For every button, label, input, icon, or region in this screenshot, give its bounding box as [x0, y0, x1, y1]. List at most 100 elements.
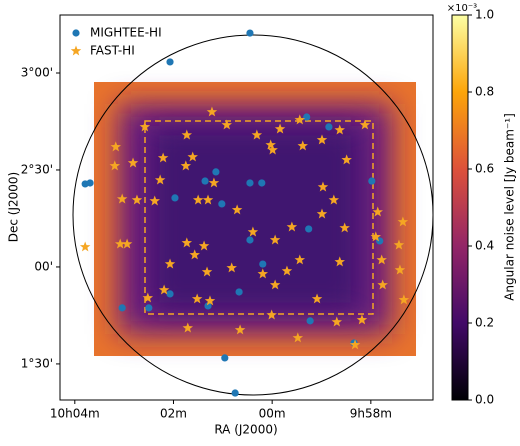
- star-point: [116, 193, 128, 204]
- circle-point: [218, 200, 226, 208]
- star-point: [266, 309, 277, 320]
- star-point: [349, 339, 361, 350]
- circle-point: [231, 389, 239, 397]
- circle-point: [303, 113, 311, 121]
- star-point: [269, 234, 281, 245]
- colorbar: [451, 14, 469, 401]
- x-tick-label: 02m: [160, 407, 187, 421]
- star-point: [158, 284, 170, 295]
- star-point: [198, 240, 210, 251]
- star-point: [204, 295, 216, 306]
- star-point: [181, 237, 193, 248]
- star-point: [182, 322, 194, 333]
- axes-frame: [59, 14, 434, 401]
- x-tick-label: 10h04m: [50, 407, 100, 421]
- star-point: [393, 239, 405, 250]
- star-point: [121, 238, 133, 249]
- circle-point: [72, 29, 80, 37]
- star-point: [334, 124, 345, 135]
- star-point: [316, 134, 328, 145]
- circle-point: [212, 168, 220, 176]
- star-point: [127, 157, 139, 168]
- circle-point: [246, 179, 254, 187]
- star-point: [341, 154, 352, 165]
- star-point: [377, 279, 388, 290]
- star-point: [191, 293, 203, 304]
- star-point: [328, 194, 340, 205]
- star-point: [376, 254, 387, 265]
- star-point: [356, 314, 368, 325]
- star-point: [372, 206, 383, 217]
- star-point: [234, 324, 246, 335]
- star-point: [394, 264, 406, 275]
- star-point: [269, 279, 281, 290]
- star-point: [142, 292, 154, 303]
- star-point: [231, 204, 243, 215]
- colorbar-exponent: ×10⁻³: [447, 3, 477, 14]
- star-point: [397, 216, 409, 227]
- star-point: [221, 119, 232, 130]
- fast-footprint: [144, 120, 374, 315]
- star-point: [257, 268, 269, 279]
- star-point: [292, 332, 304, 343]
- star-point: [294, 114, 306, 125]
- star-point: [79, 241, 91, 252]
- circle-point: [246, 236, 254, 244]
- star-point: [247, 226, 259, 237]
- circle-point: [235, 288, 243, 296]
- colorbar-tick-label: 0.4: [475, 239, 494, 253]
- star-point: [201, 266, 213, 277]
- colorbar-tick-label: 0.8: [475, 85, 494, 99]
- circle-point: [166, 58, 174, 66]
- star-point: [359, 119, 371, 130]
- star-point: [267, 144, 278, 155]
- circle-point: [204, 302, 212, 310]
- star-point: [109, 160, 120, 171]
- y-tick-label: 3°00': [21, 65, 53, 79]
- circle-point: [145, 304, 153, 312]
- star-point: [297, 140, 308, 151]
- colorbar-tick-label: 0.2: [475, 316, 494, 330]
- colorbar-label: Angular noise level [Jy beam⁻¹]: [503, 113, 517, 301]
- star-point: [180, 160, 192, 171]
- star-point: [265, 139, 276, 150]
- star-point: [164, 258, 176, 269]
- star-point: [370, 231, 381, 242]
- y-tick-label: 00': [34, 259, 53, 273]
- star-point: [181, 129, 193, 140]
- circle-point: [201, 177, 209, 185]
- star-point: [206, 106, 218, 117]
- circle-point: [221, 354, 229, 362]
- star-point: [157, 152, 169, 163]
- star-point: [339, 222, 350, 233]
- star-point: [226, 262, 237, 273]
- circle-point: [246, 29, 254, 37]
- star-point: [189, 249, 200, 260]
- colorbar-tick-label: 1.0: [475, 8, 494, 22]
- circle-point: [325, 123, 333, 131]
- circle-point: [306, 317, 314, 325]
- star-point: [187, 151, 198, 162]
- circle-point: [259, 260, 267, 268]
- star-point: [398, 294, 410, 305]
- y-tick-label: 2°30': [21, 162, 53, 176]
- colorbar-tick-label: 0.0: [475, 393, 494, 407]
- circle-point: [171, 194, 179, 202]
- star-point: [274, 123, 286, 134]
- star-point: [334, 256, 345, 267]
- x-tick-label: 00m: [259, 407, 286, 421]
- star-point: [311, 293, 323, 304]
- circle-point: [86, 179, 94, 187]
- star-point: [331, 316, 343, 327]
- star-point: [294, 254, 306, 265]
- star-point: [70, 45, 82, 56]
- star-point: [192, 194, 204, 205]
- star-point: [316, 208, 328, 219]
- circle-point: [305, 225, 313, 233]
- y-tick-label: 1°30': [21, 356, 53, 370]
- star-point: [286, 221, 298, 232]
- star-point: [154, 174, 166, 185]
- circle-point: [118, 304, 126, 312]
- y-axis-label: Dec (J2000): [7, 172, 21, 242]
